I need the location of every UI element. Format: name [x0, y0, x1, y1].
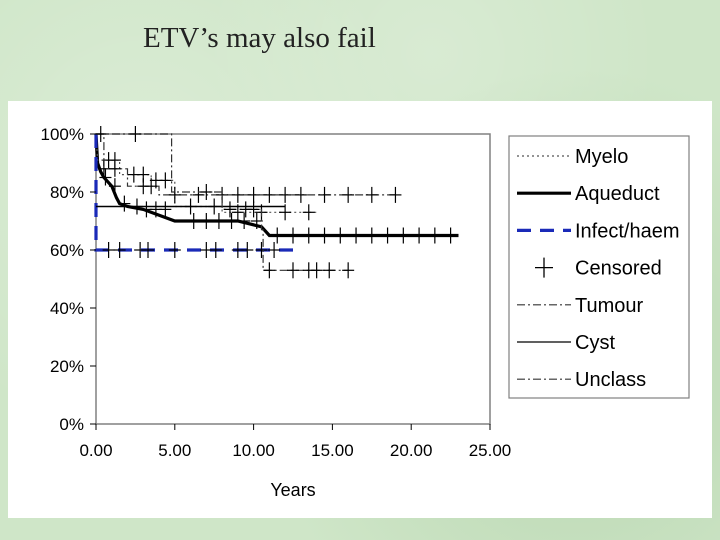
x-axis-title: Years — [270, 480, 315, 500]
x-tick-label: 20.00 — [390, 441, 433, 460]
x-tick-label: 10.00 — [232, 441, 275, 460]
censored-mark-aqueduct — [187, 213, 200, 229]
legend-label: Aqueduct — [575, 183, 660, 205]
censored-mark-aqueduct — [318, 227, 331, 244]
censored-mark-tumour — [145, 178, 158, 195]
censored-mark-tumour — [342, 186, 355, 203]
censored-mark-aqueduct — [225, 213, 238, 229]
censored-mark-infect-haem — [241, 242, 254, 258]
y-tick-label: 100% — [41, 125, 84, 144]
legend-label: Tumour — [575, 295, 644, 317]
legend-item-myelo: Myelo — [517, 146, 628, 168]
plot-area — [95, 133, 491, 425]
censored-mark-infect-haem — [255, 242, 268, 258]
censored-mark-aqueduct — [238, 213, 251, 229]
legend-label: Censored — [575, 258, 662, 280]
censored-mark-unclass — [94, 126, 107, 142]
censored-mark-unclass — [200, 184, 213, 200]
censored-mark-aqueduct — [99, 169, 112, 186]
censored-mark-aqueduct — [200, 213, 213, 229]
censored-mark-infect-haem — [268, 242, 281, 258]
censored-mark-infect-haem — [102, 242, 115, 258]
censored-mark-tumour — [97, 160, 110, 177]
y-tick-label: 20% — [50, 357, 84, 376]
y-tick-label: 60% — [50, 241, 84, 260]
legend-label: Infect/haem — [575, 220, 680, 242]
censored-mark-unclass — [263, 262, 276, 279]
censored-mark-aqueduct — [118, 195, 131, 212]
legend-item-tumour: Tumour — [517, 295, 644, 317]
censored-mark-tumour — [231, 186, 244, 203]
censored-mark-infect-haem — [113, 242, 126, 258]
legend-item-unclass: Unclass — [517, 369, 646, 391]
censored-mark-aqueduct — [413, 227, 426, 244]
series-line-unclass — [96, 133, 349, 271]
censored-mark-unclass — [287, 262, 299, 279]
legend-label: Myelo — [575, 146, 628, 168]
censored-mark-unclass — [323, 262, 336, 279]
censored-mark-tumour — [365, 186, 378, 203]
censored-mark-aqueduct — [108, 178, 121, 195]
censored-mark-aqueduct — [159, 201, 172, 218]
censored-mark-tumour — [318, 186, 331, 203]
censored-mark-aqueduct — [212, 213, 225, 229]
x-tick-label: 15.00 — [311, 441, 354, 460]
censored-mark-tumour — [389, 186, 402, 203]
censored-mark-infect-haem — [168, 242, 181, 258]
censored-mark-aqueduct — [287, 227, 299, 244]
chart-panel: 0% 20% 40% 60% 80% 100% 0.00 5.00 10.00 15.00 20.0… — [8, 101, 712, 518]
censored-mark-tumour — [294, 186, 307, 203]
slide-title: ETV’s may also fail — [143, 22, 376, 54]
censored-mark-tumour — [263, 186, 276, 203]
censored-mark-unclass — [310, 262, 323, 279]
censored-mark-infect-haem — [209, 242, 222, 258]
legend-item-infect-haem: Infect/haem — [517, 220, 680, 242]
censored-mark-unclass — [247, 201, 260, 218]
legend-label: Unclass — [575, 369, 646, 391]
y-tick-label: 40% — [50, 299, 84, 318]
y-tick-label: 80% — [50, 183, 84, 202]
censored-mark-aqueduct — [381, 227, 394, 244]
censored-mark-tumour — [279, 186, 292, 203]
censored-mark-aqueduct — [397, 227, 410, 244]
censored-mark-tumour — [108, 160, 121, 177]
censored-mark-aqueduct — [271, 227, 284, 244]
censored-mark-aqueduct — [302, 227, 315, 244]
censored-mark-aqueduct — [365, 227, 378, 244]
legend-item-aqueduct: Aqueduct — [517, 183, 660, 205]
legend-item-cyst: Cyst — [517, 332, 615, 354]
km-survival-chart: 0% 20% 40% 60% 80% 100% 0.00 5.00 10.00 15.00 20.0… — [41, 125, 690, 500]
censored-mark-aqueduct — [250, 213, 263, 229]
x-tick-label: 0.00 — [79, 441, 112, 460]
censored-mark-aqueduct — [428, 227, 441, 244]
x-tick-label: 5.00 — [158, 441, 191, 460]
censored-mark-myelo — [302, 204, 315, 221]
censored-mark-aqueduct — [444, 227, 457, 244]
x-tick-label: 25.00 — [469, 441, 512, 460]
censored-mark-myelo — [159, 172, 172, 189]
censored-mark-tumour — [247, 186, 260, 203]
censored-mark-aqueduct — [350, 227, 363, 244]
censored-mark-unclass — [223, 201, 236, 218]
censored-mark-aqueduct — [334, 227, 347, 244]
legend-label: Cyst — [575, 332, 615, 354]
censored-mark-infect-haem — [142, 242, 155, 258]
series-line-tumour — [96, 133, 396, 196]
y-tick-label: 0% — [59, 415, 84, 434]
censored-mark-tumour — [168, 186, 181, 203]
censored-mark-unclass — [342, 262, 355, 279]
censored-mark-tumour — [192, 186, 205, 203]
censored-mark-unclass — [129, 126, 142, 142]
legend-item-censored: Censored — [535, 257, 662, 280]
censored-mark-myelo — [279, 204, 292, 221]
